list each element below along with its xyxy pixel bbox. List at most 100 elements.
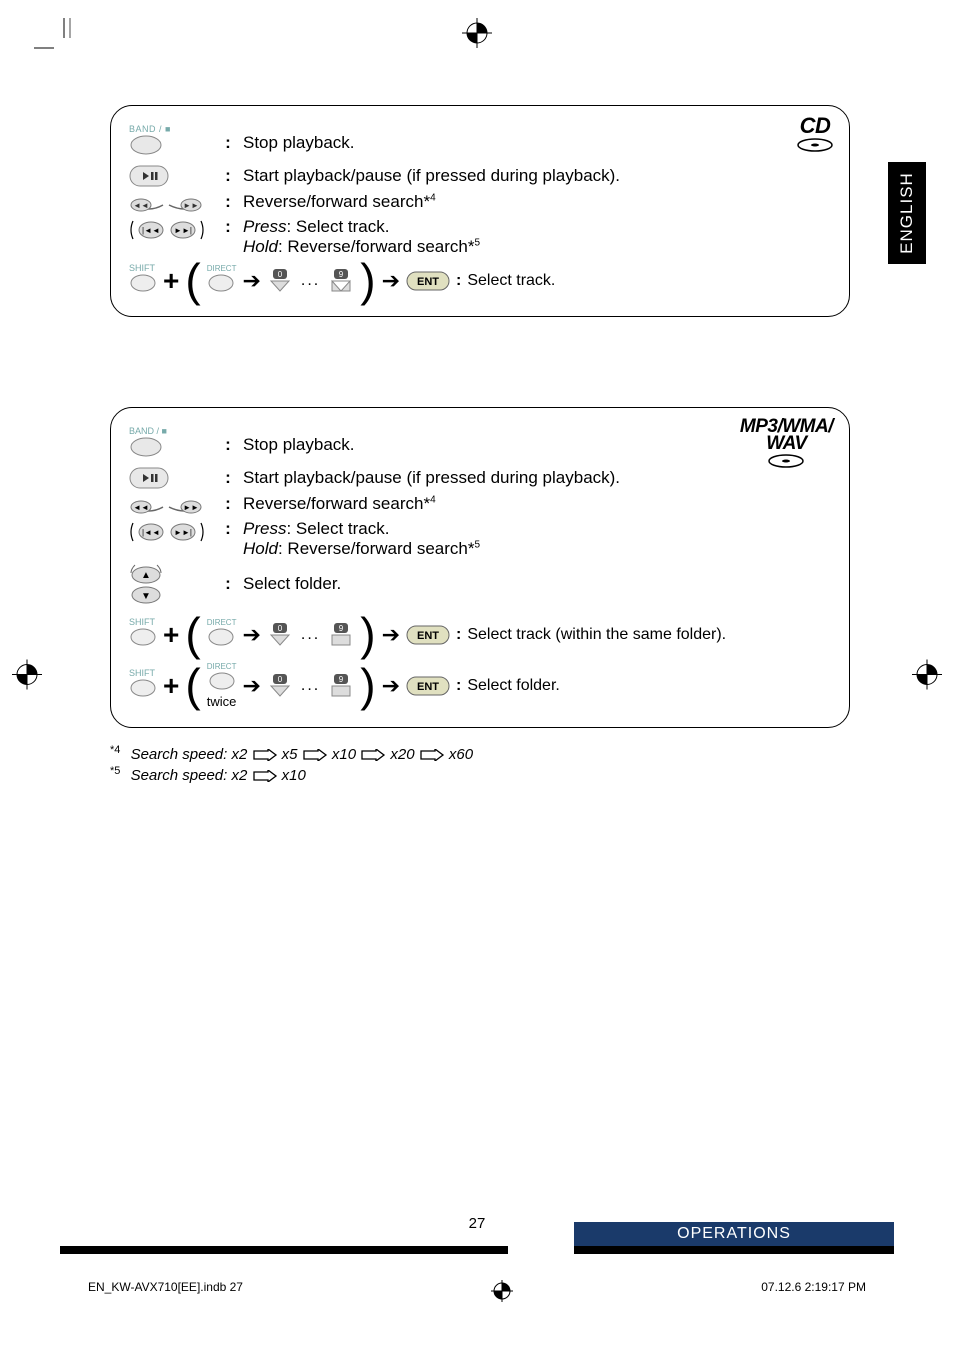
shift1-tail: Select track (within the same folder).: [467, 626, 726, 644]
plus-icon: +: [163, 265, 179, 297]
direct-button-icon: [208, 671, 236, 691]
playpause-text: Start playback/pause (if pressed during …: [235, 166, 620, 186]
colon: :: [221, 217, 235, 237]
svg-text:►►: ►►: [183, 201, 199, 210]
svg-text:|◄◄: |◄◄: [142, 226, 160, 235]
svg-text:▲: ▲: [141, 570, 151, 581]
ent-button-icon: ENT: [406, 271, 450, 291]
print-timestamp: 07.12.6 2:19:17 PM: [761, 1280, 866, 1302]
footnotes: *4 Search speed: x2 x5 x10 x20 x60 *5 Se…: [110, 744, 850, 784]
svg-text:►►: ►►: [183, 503, 199, 512]
direct-label: DIRECT: [207, 662, 237, 671]
mp3-badge: MP3/WMA/ WAV: [740, 418, 833, 473]
row-track: |◄◄ ►►| : Press: Select track. Hold: Rev…: [129, 519, 831, 559]
search-text: Reverse/forward search*4: [235, 494, 436, 514]
row-search: ◄◄ ►► : Reverse/forward search*4: [129, 493, 831, 515]
svg-text:9: 9: [339, 270, 344, 279]
svg-text:ENT: ENT: [417, 630, 439, 642]
stop-text: Stop playback.: [235, 435, 355, 455]
rev-fwd-icon: ◄◄ ►►: [129, 493, 205, 515]
shift-button-icon: [129, 627, 157, 647]
cd-badge-title: CD: [797, 116, 833, 136]
footer-bar: OPERATIONS: [574, 1222, 894, 1254]
colon: :: [221, 133, 235, 153]
mp3-panel: MP3/WMA/ WAV BAND / ■ : Stop playback. :…: [110, 407, 850, 728]
ent-button-icon: ENT: [406, 676, 450, 696]
direct-button-icon: [207, 273, 235, 293]
registration-mark: [491, 1280, 513, 1302]
svg-text:9: 9: [339, 624, 344, 633]
row-folder: ▲ ▼ : Select folder.: [129, 563, 831, 605]
direct-label: DIRECT: [207, 618, 237, 627]
shift-combo-track: SHIFT + ( DIRECT ➔ 0 ... 9 ) ➔ ENT : Sel…: [129, 617, 831, 652]
mp3-badge-title2: WAV: [740, 435, 833, 452]
stop-button-icon: [129, 134, 163, 156]
svg-text:◄◄: ◄◄: [133, 201, 149, 210]
num-button-icon: 0: [267, 674, 293, 698]
shift-tail: Select track.: [467, 272, 555, 290]
arrow-icon: ➔: [242, 268, 260, 294]
folder-updown-icon: ▲ ▼: [129, 563, 163, 605]
footnote-4: *4 Search speed: x2 x5 x10 x20 x60: [110, 744, 850, 763]
track-text: Press: Select track. Hold: Reverse/forwa…: [235, 217, 480, 257]
shift-button-icon: [129, 273, 157, 293]
search-text: Reverse/forward search*4: [235, 192, 436, 212]
svg-text:▼: ▼: [141, 591, 151, 602]
language-label: ENGLISH: [897, 172, 917, 254]
play-pause-button-icon: [129, 467, 169, 489]
disc-icon: [797, 138, 833, 152]
direct-button-icon: [207, 627, 235, 647]
language-tab: ENGLISH: [888, 162, 926, 264]
shift-label: SHIFT: [129, 617, 157, 627]
svg-text:◄◄: ◄◄: [133, 503, 149, 512]
rev-fwd-icon: ◄◄ ►►: [129, 191, 205, 213]
paren-right: ): [360, 264, 375, 296]
playpause-text: Start playback/pause (if pressed during …: [235, 468, 620, 488]
disc-icon: [768, 454, 804, 468]
num-button-icon: 9: [328, 623, 354, 647]
crop-mark: [34, 18, 78, 67]
footer-label: OPERATIONS: [574, 1222, 894, 1246]
track-text: Press: Select track. Hold: Reverse/forwa…: [235, 519, 480, 559]
prev-next-bracket-icon: |◄◄ ►►|: [129, 519, 205, 545]
arrow-outline-icon: [360, 749, 386, 761]
row-playpause: : Start playback/pause (if pressed durin…: [129, 467, 831, 489]
num-button-icon: 9: [328, 674, 354, 698]
folder-text: Select folder.: [235, 574, 341, 594]
svg-text:►►|: ►►|: [174, 226, 192, 235]
num-button-icon: 0: [267, 623, 293, 647]
num-button-icon: 0: [267, 269, 293, 293]
paren-left: (: [185, 264, 200, 296]
shift-label: SHIFT: [129, 263, 157, 273]
svg-text:►►|: ►►|: [174, 528, 192, 537]
shift-combo: SHIFT + ( DIRECT ➔ 0 ... 9 ) ➔ ENT : Sel…: [129, 263, 831, 298]
registration-mark: [462, 18, 492, 53]
arrow-outline-icon: [252, 770, 278, 782]
prev-next-bracket-icon: |◄◄ ►►|: [129, 217, 205, 243]
direct-label: DIRECT: [207, 264, 237, 273]
shift-label: SHIFT: [129, 668, 157, 678]
svg-text:9: 9: [339, 675, 344, 684]
arrow-outline-icon: [302, 749, 328, 761]
dots: ...: [299, 272, 322, 290]
play-pause-button-icon: [129, 165, 169, 187]
row-search: ◄◄ ►► : Reverse/forward search*4: [129, 191, 831, 213]
shift-button-icon: [129, 678, 157, 698]
cd-panel: CD BAND / ■ : Stop playback. : Start pla…: [110, 105, 850, 317]
row-stop: BAND / ■ : Stop playback.: [129, 124, 831, 161]
svg-text:|◄◄: |◄◄: [142, 528, 160, 537]
row-playpause: : Start playback/pause (if pressed durin…: [129, 165, 831, 187]
shift-combo-folder: SHIFT + ( DIRECT twice ➔ 0 ... 9 ) ➔ ENT…: [129, 662, 831, 709]
row-track: |◄◄ ►►| : Press: Select track. Hold: Rev…: [129, 217, 831, 257]
footnote-5: *5 Search speed: x2 x10: [110, 765, 850, 784]
svg-text:ENT: ENT: [417, 681, 439, 693]
registration-mark: [12, 660, 42, 695]
arrow-icon: ➔: [382, 268, 400, 294]
svg-text:0: 0: [278, 270, 283, 279]
row-stop: BAND / ■ : Stop playback.: [129, 426, 831, 463]
arrow-outline-icon: [252, 749, 278, 761]
print-meta: EN_KW-AVX710[EE].indb 27 07.12.6 2:19:17…: [88, 1280, 866, 1302]
band-label: BAND / ■: [129, 124, 171, 134]
registration-mark: [912, 660, 942, 695]
svg-text:0: 0: [278, 675, 283, 684]
